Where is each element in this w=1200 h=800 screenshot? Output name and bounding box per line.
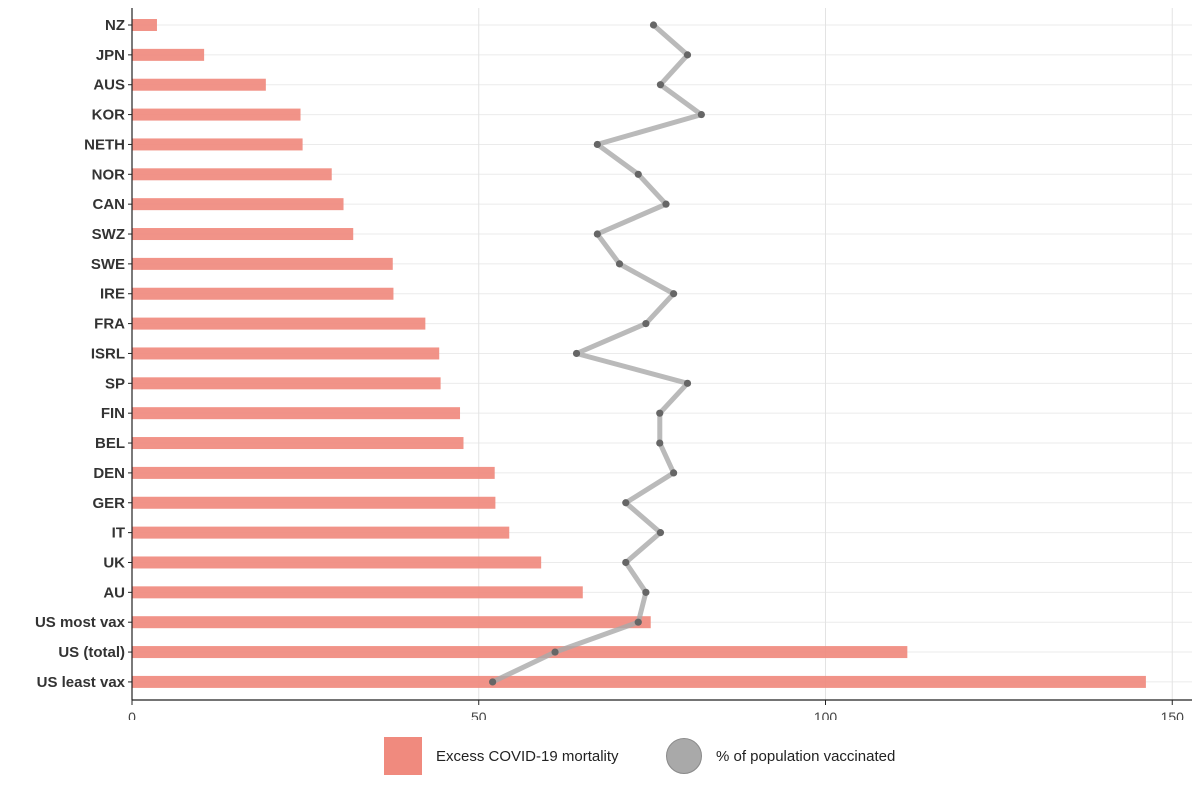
- bar: [132, 466, 495, 479]
- vaccination-line: [489, 21, 705, 686]
- bar: [132, 646, 908, 659]
- category-label: KOR: [92, 107, 126, 124]
- point-vaccinated: [593, 230, 601, 238]
- category-label: UK: [103, 554, 125, 571]
- category-label: AUS: [93, 77, 125, 94]
- category-label: US (total): [58, 644, 125, 661]
- legend-swatch-vaccinated: [666, 738, 702, 774]
- category-label: DEN: [93, 465, 125, 482]
- point-vaccinated: [634, 618, 642, 626]
- bar: [132, 228, 354, 241]
- point-vaccinated: [656, 529, 665, 537]
- bar: [132, 675, 1146, 688]
- bars: [132, 19, 1146, 688]
- point-vaccinated: [622, 499, 630, 507]
- bar: [132, 377, 441, 390]
- bar: [132, 556, 542, 569]
- legend: Excess COVID-19 mortality % of populatio…: [0, 720, 1200, 790]
- point-vaccinated: [656, 409, 664, 417]
- legend-label-mortality: Excess COVID-19 mortality: [436, 747, 619, 765]
- point-vaccinated: [489, 678, 497, 686]
- bar: [132, 198, 344, 211]
- category-label: BEL: [95, 435, 125, 452]
- bar: [132, 138, 303, 151]
- bar: [132, 317, 426, 330]
- point-vaccinated: [551, 648, 559, 656]
- bar: [132, 108, 301, 121]
- category-label: FRA: [94, 316, 125, 333]
- legend-swatch-mortality: [384, 737, 422, 775]
- point-vaccinated: [649, 21, 658, 29]
- bar: [132, 496, 496, 509]
- x-tick-label: 100: [814, 709, 838, 720]
- category-label: AU: [103, 584, 125, 601]
- category-label: NETH: [84, 136, 125, 153]
- bar: [132, 526, 510, 539]
- bar: [132, 347, 440, 360]
- bar: [132, 78, 266, 91]
- chart: NZ JPN AUS KOR NETH NOR CAN SWZ SWE IRE FRA ISRL SP F…: [35, 8, 1192, 720]
- x-tick-label: 150: [1161, 709, 1185, 720]
- bar: [132, 48, 205, 61]
- category-label: FIN: [101, 405, 125, 422]
- legend-item-mortality: Excess COVID-19 mortality: [384, 736, 619, 776]
- bar: [132, 586, 583, 599]
- point-vaccinated: [622, 558, 630, 567]
- category-label: SWE: [91, 256, 125, 273]
- point-vaccinated: [697, 110, 705, 119]
- category-label: JPN: [96, 47, 125, 64]
- legend-label-vaccinated: % of population vaccinated: [716, 747, 896, 765]
- bar: [132, 168, 332, 181]
- bar: [132, 407, 461, 420]
- category-labels: NZ JPN AUS KOR NETH NOR CAN SWZ SWE IRE FRA ISRL SP F…: [35, 17, 126, 691]
- category-label: NZ: [105, 17, 125, 34]
- point-vaccinated: [656, 81, 665, 89]
- point-vaccinated: [572, 349, 581, 358]
- point-vaccinated: [656, 439, 664, 447]
- x-tick-labels: 0 50 100 150: [128, 709, 1184, 720]
- x-tick-label: 0: [128, 709, 136, 720]
- bar: [132, 287, 394, 300]
- axes: [128, 8, 1192, 705]
- category-label: US least vax: [37, 674, 126, 691]
- category-label: CAN: [93, 196, 126, 213]
- legend-item-vaccinated: % of population vaccinated: [666, 736, 895, 776]
- category-label: SP: [105, 375, 125, 392]
- point-vaccinated: [642, 320, 650, 328]
- category-label: US most vax: [35, 614, 126, 631]
- point-vaccinated: [670, 290, 678, 298]
- category-label: ISRL: [91, 345, 125, 362]
- category-label: NOR: [92, 166, 126, 183]
- point-vaccinated: [593, 140, 601, 149]
- point-vaccinated: [683, 379, 692, 387]
- point-vaccinated: [683, 51, 692, 59]
- point-vaccinated: [642, 588, 650, 596]
- category-label: GER: [92, 495, 125, 512]
- point-vaccinated: [615, 260, 624, 268]
- point-vaccinated: [634, 170, 642, 178]
- category-label: IT: [112, 525, 125, 542]
- bar: [132, 437, 464, 450]
- bar: [132, 616, 651, 629]
- point-vaccinated: [662, 200, 670, 208]
- bar: [132, 257, 393, 270]
- category-label: IRE: [100, 286, 125, 303]
- bar: [132, 19, 157, 31]
- point-vaccinated: [670, 469, 678, 477]
- x-tick-label: 50: [471, 709, 487, 720]
- category-label: SWZ: [92, 226, 125, 243]
